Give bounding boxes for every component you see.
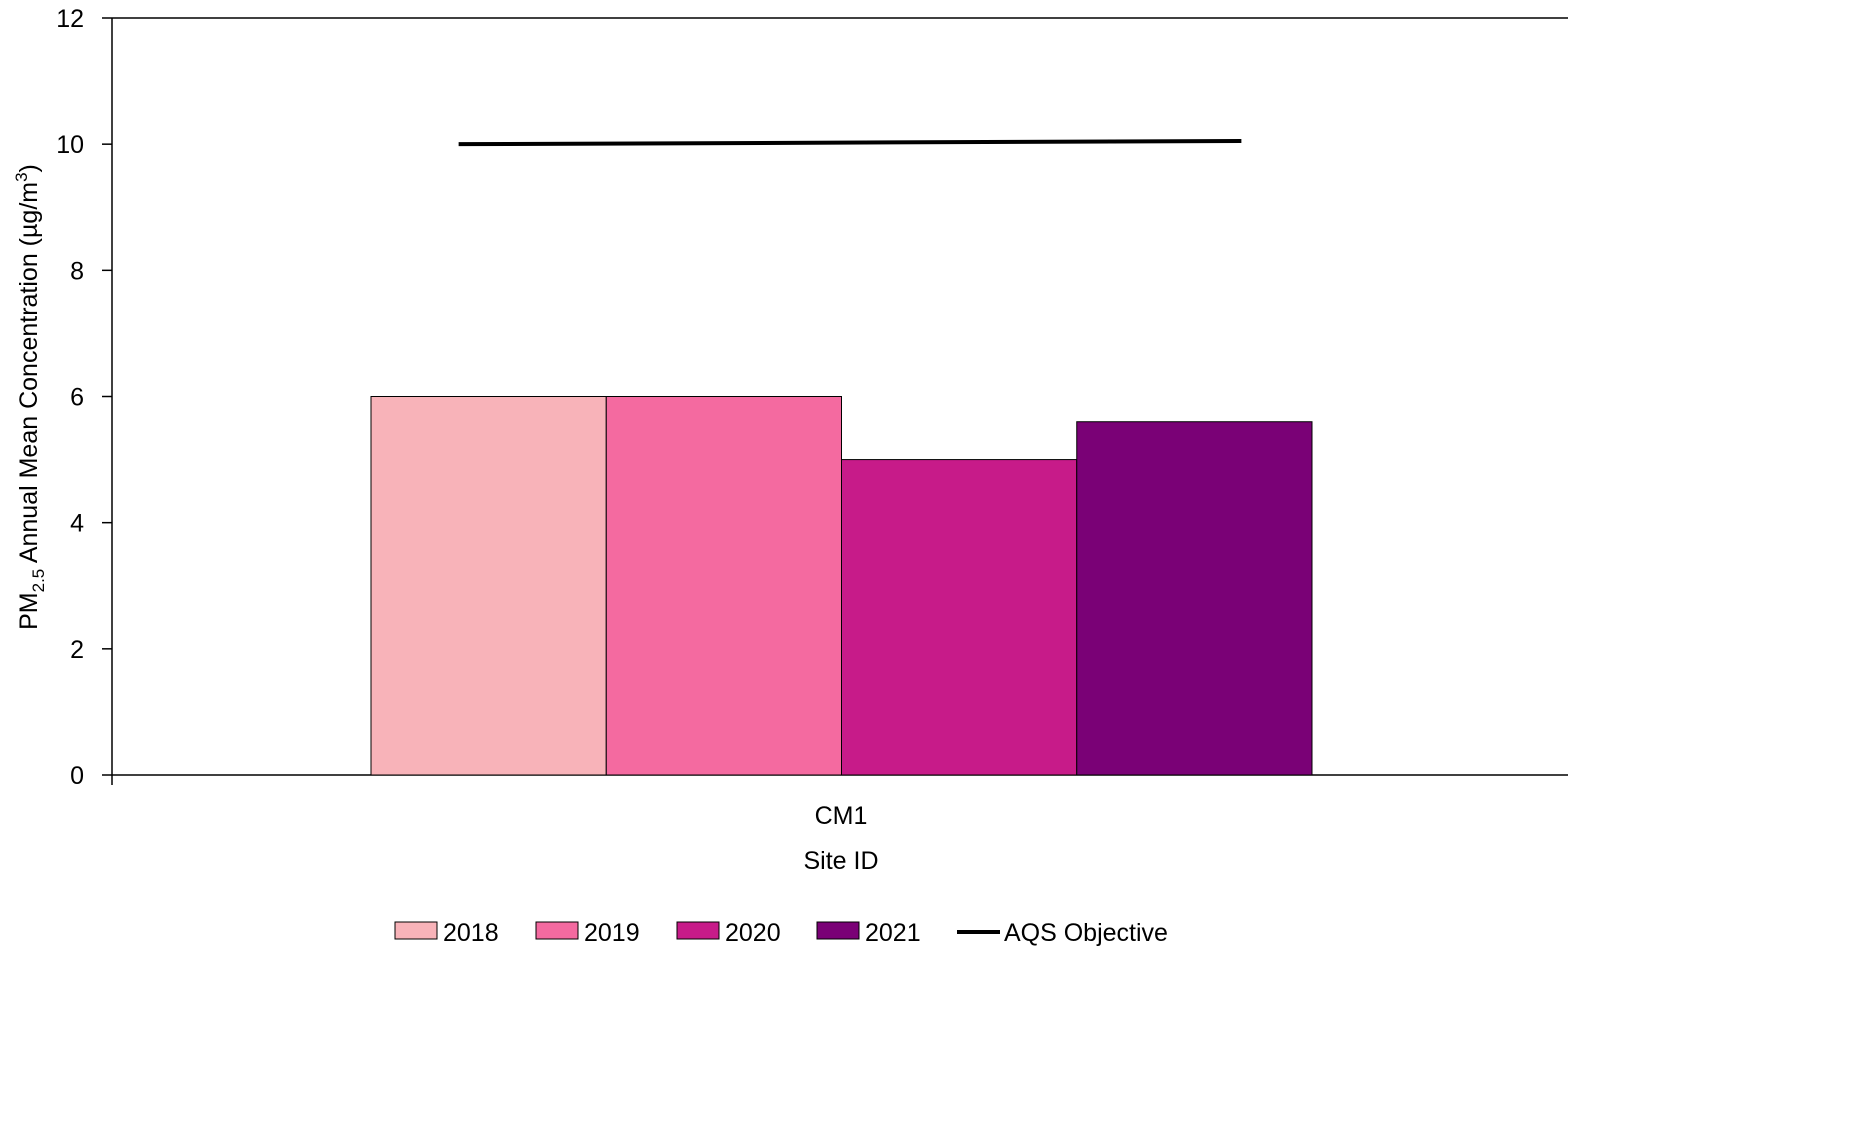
legend-swatch-2021: [816, 921, 860, 940]
y-tick-label: 4: [70, 510, 84, 538]
bar-2018: [370, 396, 607, 776]
legend-swatch-2019: [535, 921, 579, 940]
bars: [370, 396, 1313, 776]
bar-2019: [605, 396, 842, 776]
legend-label-aqs-objective: AQS Objective: [1004, 919, 1168, 947]
y-tick-label: 12: [56, 5, 84, 33]
y-tick-label: 2: [70, 636, 84, 664]
y-tick-label: 10: [56, 131, 84, 159]
y-tick-label: 8: [70, 257, 84, 285]
aqs-objective-line: [458, 139, 1242, 147]
x-category-label: CM1: [815, 802, 868, 830]
bar-2021: [1076, 421, 1313, 776]
legend-label-2020: 2020: [725, 919, 781, 947]
y-tick-label: 6: [70, 384, 84, 412]
x-axis-title: Site ID: [803, 847, 878, 875]
y-ticks: 0 2 4 6 8 10 12: [56, 5, 112, 790]
legend-label-2019: 2019: [584, 919, 640, 947]
legend-label-2021: 2021: [865, 919, 921, 947]
legend-label-2018: 2018: [443, 919, 499, 947]
legend-swatch-2020: [676, 921, 720, 940]
legend-swatch-2018: [394, 921, 438, 940]
y-tick-label: 0: [70, 762, 84, 790]
legend: 2018 2019 2020 2021 AQS Objective: [394, 919, 1168, 947]
bar-2020: [841, 459, 1078, 776]
y-axis-title: PM2.5 Annual Mean Concentration (µg/m3): [12, 164, 48, 630]
objective-layer: [458, 139, 1242, 147]
pm25-bar-chart: 0 2 4 6 8 10 12 CM1 Site ID PM2.5 Annual Mean …: [12, 5, 1568, 947]
